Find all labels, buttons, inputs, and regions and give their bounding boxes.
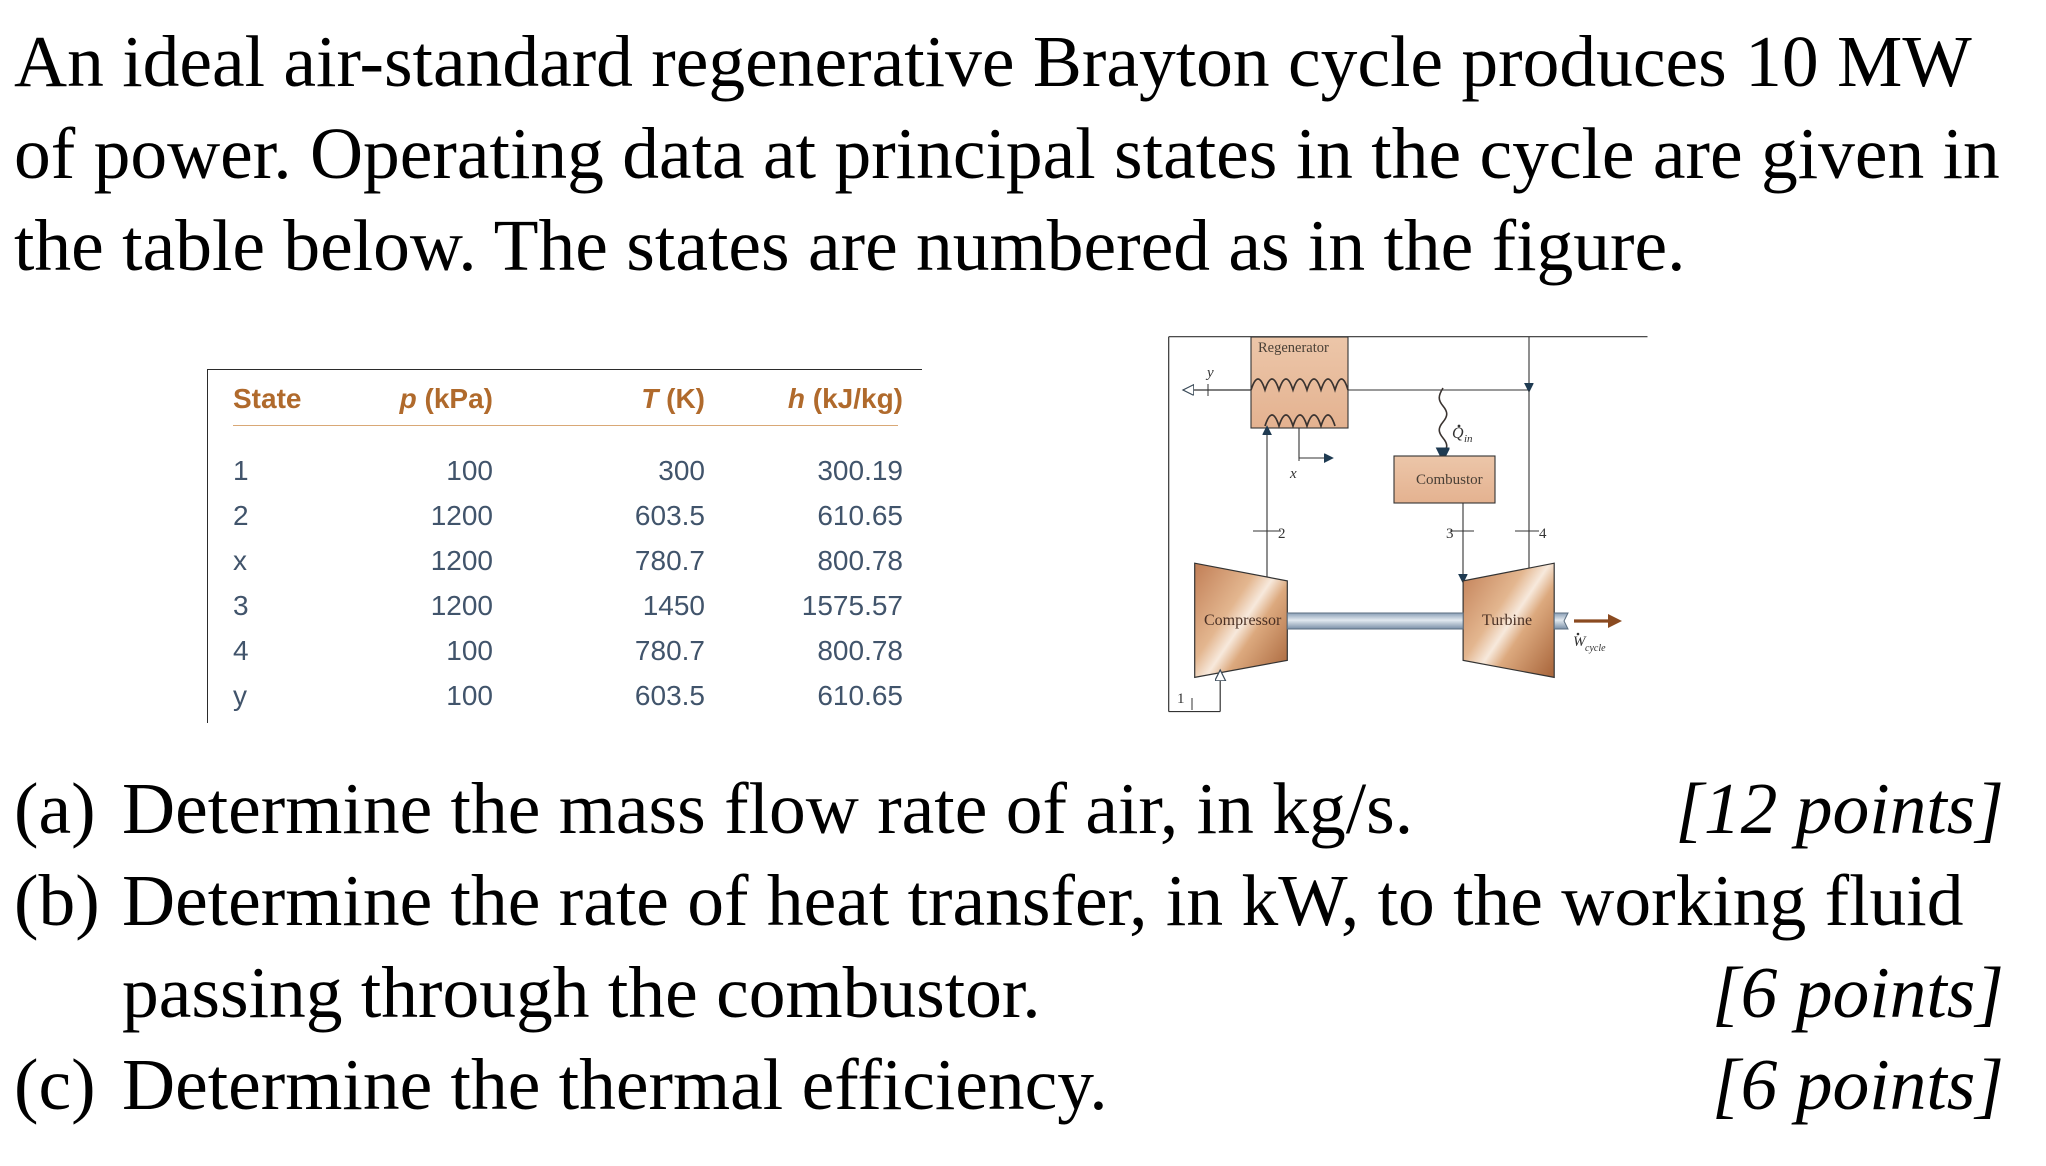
svg-text:cycle: cycle xyxy=(1585,643,1606,654)
svg-text:Regenerator: Regenerator xyxy=(1258,340,1329,356)
svg-text:3: 3 xyxy=(1446,526,1454,542)
svg-text:1: 1 xyxy=(1177,691,1185,707)
svg-text:y: y xyxy=(1205,365,1214,381)
svg-text:x: x xyxy=(1289,466,1297,482)
svg-text:in: in xyxy=(1464,433,1473,445)
svg-text:Q: Q xyxy=(1452,425,1464,442)
svg-text:2: 2 xyxy=(1278,526,1286,542)
svg-text:4: 4 xyxy=(1539,526,1547,542)
svg-text:Turbine: Turbine xyxy=(1482,612,1532,629)
svg-text:Combustor: Combustor xyxy=(1416,472,1483,488)
svg-text:Compressor: Compressor xyxy=(1204,612,1282,629)
